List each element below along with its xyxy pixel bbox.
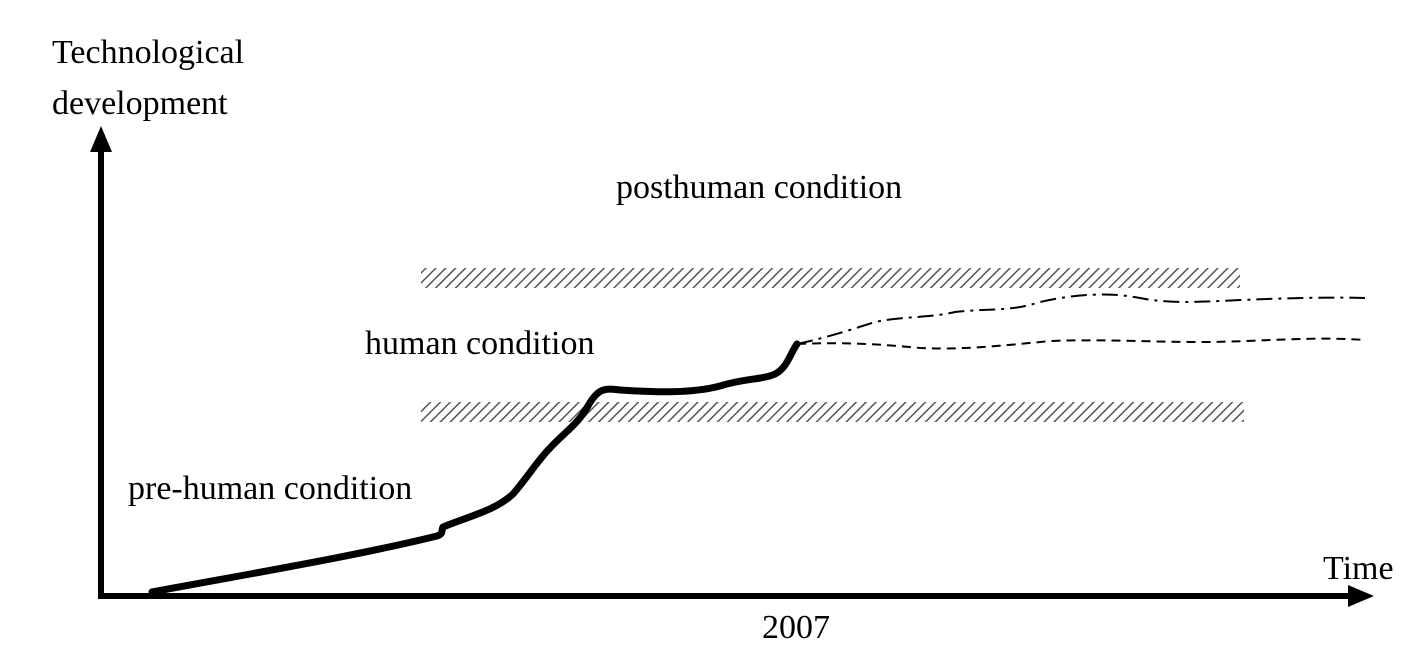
x-axis-label: Time: [1323, 550, 1394, 587]
y-axis-arrowhead: [90, 126, 112, 152]
upper-boundary-band: [421, 268, 1240, 288]
x-tick-label: 2007: [762, 609, 830, 646]
human-condition-label: human condition: [365, 325, 594, 362]
projected-curve-dashed: [796, 337, 1366, 350]
posthuman-condition-label: posthuman condition: [616, 169, 902, 206]
prehuman-condition-label: pre-human condition: [128, 470, 412, 507]
x-axis-arrowhead: [1348, 585, 1374, 607]
projected-curve-dashdot: [796, 293, 1366, 345]
development-curve: [148, 340, 801, 596]
lower-boundary-band: [421, 402, 1244, 422]
y-axis-label-line2: development: [52, 85, 228, 122]
y-axis-label-line1: Technological: [52, 34, 244, 71]
